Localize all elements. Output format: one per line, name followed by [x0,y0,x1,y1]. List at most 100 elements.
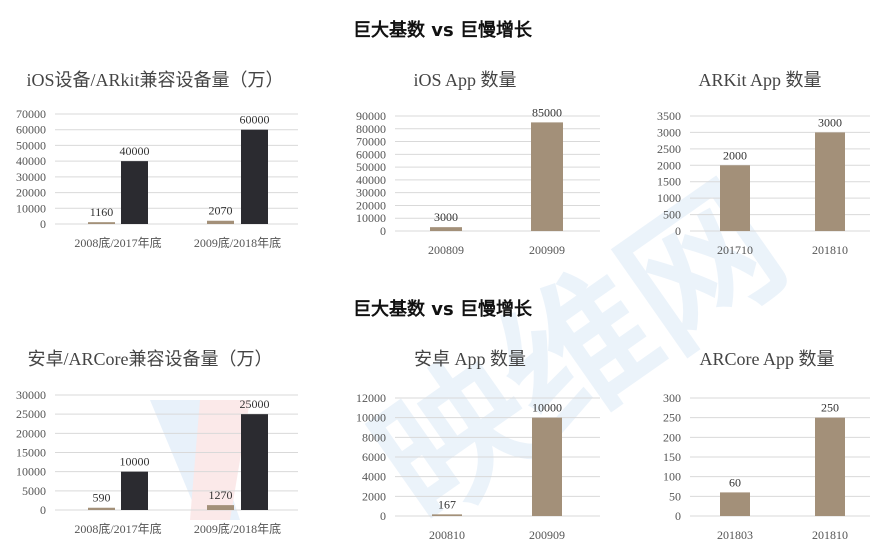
bar [432,514,462,516]
y-tick-label: 50000 [356,160,386,174]
data-label: 1160 [90,205,114,219]
y-tick-label: 0 [40,217,46,231]
y-tick-label: 0 [380,224,386,238]
y-tick-label: 250 [663,411,681,425]
main-title-top: 巨大基数 vs 巨慢增长 [353,20,532,41]
chart-title: 安卓/ARCore兼容设备量（万） [28,349,273,369]
chart-title: ARCore App 数量 [700,349,835,369]
bar [88,507,115,510]
y-tick-label: 70000 [16,107,46,121]
y-tick-label: 2500 [657,142,681,156]
data-label: 2000 [723,148,747,162]
chart-title: 安卓 App 数量 [414,349,526,369]
bar [720,492,750,516]
x-tick-label: 200809 [428,243,464,257]
y-tick-label: 1000 [657,191,681,205]
chart-title: ARKit App 数量 [698,70,821,90]
y-tick-label: 30000 [16,170,46,184]
y-tick-label: 500 [663,208,681,222]
bar [121,471,148,510]
bar [815,417,845,516]
y-tick-label: 8000 [362,430,386,444]
y-tick-label: 12000 [356,391,386,405]
y-tick-label: 20000 [16,186,46,200]
x-tick-label: 201810 [812,528,848,542]
data-label: 3000 [434,210,458,224]
y-tick-label: 70000 [356,135,386,149]
x-tick-label: 201810 [812,243,848,257]
y-tick-label: 60000 [16,123,46,137]
y-tick-label: 60000 [356,147,386,161]
y-tick-label: 1500 [657,175,681,189]
bar [430,227,462,231]
y-tick-label: 15000 [16,446,46,460]
y-tick-label: 300 [663,391,681,405]
data-label: 167 [438,497,456,511]
y-tick-label: 10000 [356,411,386,425]
y-tick-label: 10000 [16,465,46,479]
y-tick-label: 6000 [362,450,386,464]
y-tick-label: 20000 [356,198,386,212]
y-tick-label: 20000 [16,426,46,440]
y-tick-label: 150 [663,450,681,464]
y-tick-label: 0 [380,509,386,523]
data-label: 10000 [532,401,562,415]
y-tick-label: 2000 [362,489,386,503]
data-label: 250 [821,401,839,415]
bar [241,414,268,510]
x-tick-label: 2009底/2018年底 [194,521,281,536]
bar [815,132,845,231]
data-label: 3000 [818,115,842,129]
y-tick-label: 100 [663,470,681,484]
y-tick-label: 30000 [356,186,386,200]
data-label: 590 [93,491,111,505]
y-tick-label: 2000 [657,158,681,172]
data-label: 1270 [209,488,233,502]
y-tick-label: 50 [669,489,681,503]
x-tick-label: 200909 [529,528,565,542]
bar [531,122,563,231]
y-tick-label: 10000 [16,201,46,215]
y-tick-label: 90000 [356,109,386,123]
bar [207,220,234,224]
bar [241,129,268,224]
y-tick-label: 0 [675,509,681,523]
y-tick-label: 40000 [16,154,46,168]
data-label: 85000 [532,105,562,119]
y-tick-label: 50000 [16,138,46,152]
x-tick-label: 2008底/2017年底 [74,235,161,250]
bar [121,161,148,224]
data-label: 10000 [120,455,150,469]
y-tick-label: 25000 [16,407,46,421]
y-tick-label: 3500 [657,109,681,123]
y-tick-label: 10000 [356,211,386,225]
y-tick-label: 40000 [356,173,386,187]
x-tick-label: 2008底/2017年底 [74,521,161,536]
y-tick-label: 200 [663,430,681,444]
bar [532,417,562,516]
bar [720,165,750,231]
x-tick-label: 200810 [429,528,465,542]
main-title-bottom: 巨大基数 vs 巨慢增长 [353,299,532,320]
y-tick-label: 30000 [16,388,46,402]
data-label: 25000 [240,397,270,411]
x-tick-label: 200909 [529,243,565,257]
data-label: 40000 [120,144,150,158]
y-tick-label: 3000 [657,125,681,139]
data-label: 60 [729,475,741,489]
bar [88,222,115,224]
data-label: 2070 [209,204,233,218]
chart-title: iOS App 数量 [413,70,516,90]
data-label: 60000 [240,113,270,127]
y-tick-label: 5000 [22,484,46,498]
y-tick-label: 0 [40,503,46,517]
x-tick-label: 2009底/2018年底 [194,235,281,250]
x-tick-label: 201710 [717,243,753,257]
x-tick-label: 201803 [717,528,753,542]
y-tick-label: 4000 [362,470,386,484]
bar [207,505,234,510]
chart-title: iOS设备/ARkit兼容设备量（万） [26,70,283,90]
y-tick-label: 80000 [356,122,386,136]
y-tick-label: 0 [675,224,681,238]
